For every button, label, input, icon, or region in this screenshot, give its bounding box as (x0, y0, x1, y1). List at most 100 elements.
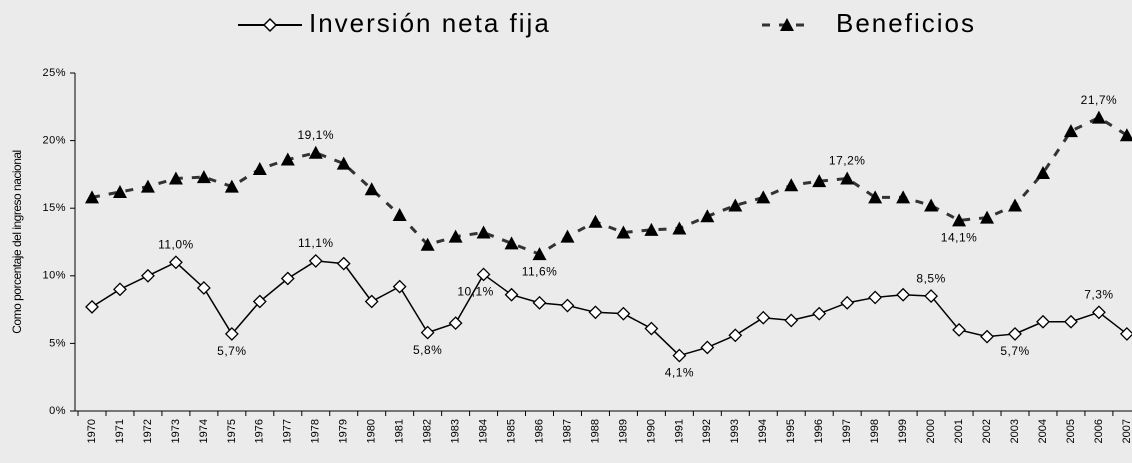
point (1064, 314, 1078, 329)
data-label: 8,5% (916, 271, 945, 285)
point (85, 299, 99, 314)
x-tick-label: 1997 (841, 419, 853, 443)
point (840, 295, 855, 310)
point (812, 174, 827, 188)
series-line (91, 115, 1128, 256)
point (728, 328, 743, 343)
point (1063, 124, 1078, 138)
x-tick-label: 1999 (897, 419, 909, 443)
point (1092, 305, 1106, 320)
point (1008, 198, 1023, 212)
data-label: 11,0% (158, 237, 194, 251)
point (896, 190, 911, 204)
x-tick-label: 1996 (813, 419, 825, 443)
x-tick-label: 1985 (505, 419, 517, 443)
point (644, 222, 659, 236)
x-tick-label: 2003 (1009, 419, 1021, 443)
x-tick-label: 1983 (450, 419, 462, 443)
point (616, 306, 631, 321)
x-tick-label: 1998 (869, 419, 881, 443)
legend: Inversión neta fija Beneficios (238, 8, 976, 38)
point (924, 289, 939, 303)
point (224, 327, 239, 341)
x-tick-label: 2007 (1121, 419, 1132, 443)
point (560, 298, 575, 313)
data-label: 21,7% (1081, 93, 1118, 107)
point (113, 282, 127, 297)
point (364, 294, 379, 309)
y-tick-label: 25% (42, 67, 66, 79)
x-tick-label: 2001 (953, 419, 965, 443)
legend-label: Beneficios (836, 8, 976, 38)
point (224, 179, 239, 193)
x-tick-label: 2000 (925, 419, 937, 443)
x-tick-label: 2005 (1065, 419, 1077, 443)
point (112, 184, 127, 198)
point (392, 207, 407, 221)
x-tick-label: 1982 (422, 419, 434, 443)
point (560, 229, 575, 243)
x-tick-label: 1994 (757, 419, 769, 443)
x-tick-label: 2006 (1093, 419, 1105, 443)
legend-label: Inversión neta fija (309, 8, 551, 38)
x-tick-label: 1972 (142, 419, 154, 443)
point (1036, 314, 1050, 329)
y-tick-label: 0% (49, 405, 66, 417)
x-tick-label: 1984 (477, 419, 489, 443)
data-label: 10,1% (457, 285, 494, 299)
x-tick-label: 1991 (673, 419, 685, 443)
point (644, 321, 659, 336)
x-tick-label: 1975 (226, 419, 238, 443)
data-label: 11,1% (298, 236, 334, 250)
point (672, 348, 687, 363)
point (588, 214, 603, 228)
point (196, 281, 211, 295)
x-tick-label: 1995 (785, 419, 797, 443)
x-tick-label: 1990 (645, 419, 657, 443)
point (476, 267, 491, 282)
data-label: 7,3% (1084, 287, 1113, 301)
data-label: 5,8% (413, 343, 442, 357)
point (252, 294, 267, 309)
x-tick-label: 1970 (86, 419, 98, 443)
point (784, 178, 799, 192)
legend-marker (780, 18, 794, 31)
x-tick-label: 1992 (701, 419, 713, 443)
point (476, 225, 491, 239)
x-tick-label: 1974 (198, 419, 210, 443)
x-tick-label: 1973 (170, 419, 182, 443)
point (448, 229, 463, 243)
point (532, 295, 547, 310)
point (784, 313, 799, 328)
y-tick-label: 20% (42, 135, 66, 147)
point (420, 325, 435, 340)
point (924, 198, 939, 212)
point (700, 340, 715, 355)
point (980, 210, 995, 224)
point (896, 287, 911, 302)
point (392, 279, 407, 294)
point (672, 221, 687, 235)
point (280, 152, 295, 166)
point (756, 310, 771, 325)
x-tick-label: 2004 (1037, 419, 1049, 443)
series-line (91, 260, 1128, 357)
point (812, 306, 827, 321)
x-tick-label: 1986 (533, 419, 545, 443)
point (448, 316, 463, 331)
point (336, 256, 351, 271)
x-tick-label: 1971 (114, 419, 126, 443)
point (952, 322, 966, 337)
data-label: 11,6% (522, 264, 558, 278)
point (140, 179, 155, 193)
x-tick-label: 1979 (338, 419, 350, 443)
point (1035, 166, 1050, 180)
point (952, 213, 967, 227)
data-label: 17,2% (829, 154, 866, 168)
point (1008, 327, 1022, 341)
data-label: 14,1% (941, 231, 978, 245)
point (364, 182, 379, 196)
point (308, 254, 323, 268)
x-tick-label: 1980 (366, 419, 378, 443)
